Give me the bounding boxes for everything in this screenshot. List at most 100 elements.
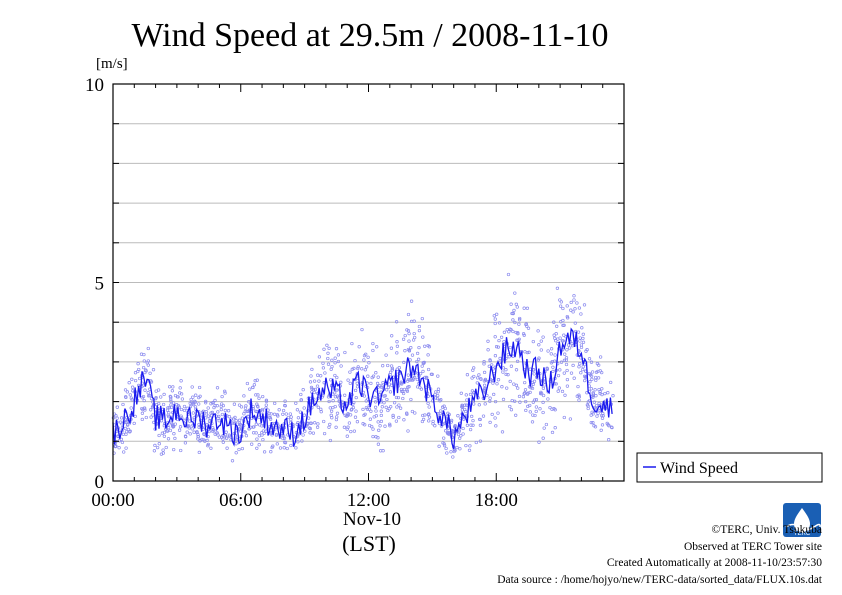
data-point (299, 392, 303, 397)
data-point (527, 350, 531, 354)
data-point (395, 340, 399, 344)
data-point (345, 427, 349, 431)
data-point (386, 363, 390, 368)
data-point (364, 352, 368, 356)
data-point (433, 392, 437, 397)
data-point (267, 415, 271, 419)
data-point (160, 431, 165, 435)
data-point (422, 361, 426, 366)
data-point (455, 445, 459, 450)
data-point (260, 407, 265, 412)
terc-logo: TERC (783, 503, 821, 537)
data-point (592, 424, 596, 428)
data-point (545, 367, 549, 371)
data-point (548, 405, 552, 410)
data-point (580, 326, 584, 330)
data-point (415, 385, 420, 389)
data-point (556, 337, 560, 341)
data-point (355, 381, 359, 385)
data-point (216, 410, 220, 414)
data-point (209, 446, 213, 450)
data-point (508, 345, 512, 350)
data-point (379, 409, 383, 413)
data-point (456, 432, 461, 437)
data-point (330, 364, 334, 369)
data-point (220, 435, 224, 439)
y-axis-label: [m/s] (96, 56, 128, 72)
data-point (312, 379, 317, 383)
data-point (458, 436, 462, 440)
data-point (504, 372, 508, 377)
data-point (327, 425, 331, 429)
data-point (225, 436, 229, 440)
data-point (184, 435, 188, 439)
data-point (302, 413, 306, 417)
data-point (501, 397, 506, 402)
data-point (119, 437, 124, 441)
data-point (346, 425, 350, 429)
data-point (537, 356, 541, 360)
data-point (170, 422, 174, 426)
data-point (603, 391, 607, 396)
x-tick-label: 18:00 (475, 490, 518, 511)
data-point (491, 381, 495, 385)
data-point (353, 388, 358, 393)
data-point (443, 406, 447, 411)
data-point (607, 438, 611, 442)
data-point (479, 377, 483, 381)
data-point (558, 304, 563, 308)
data-point (381, 380, 385, 385)
data-point (347, 421, 352, 425)
data-point (534, 398, 539, 402)
x-tick-label: 12:00 (347, 490, 390, 511)
data-point (162, 434, 167, 438)
data-point (167, 414, 171, 419)
data-point (131, 389, 135, 393)
data-point (594, 403, 599, 408)
data-point (121, 402, 125, 407)
data-point (407, 331, 411, 336)
data-point (374, 409, 378, 413)
data-point (333, 373, 337, 378)
data-point (543, 383, 547, 387)
data-point (296, 440, 300, 444)
data-point (146, 391, 150, 395)
data-point (431, 422, 435, 426)
axis-ticks (112, 83, 625, 482)
data-point (568, 417, 573, 421)
data-point (573, 321, 577, 325)
data-point (511, 329, 515, 334)
data-point (558, 298, 562, 302)
data-point (538, 407, 542, 411)
data-point (559, 360, 564, 364)
data-point (470, 414, 474, 419)
data-point (128, 393, 132, 397)
data-point (607, 424, 611, 428)
data-point (572, 298, 576, 302)
data-point (371, 434, 375, 439)
data-point (167, 385, 172, 389)
data-point (321, 361, 325, 365)
data-point (571, 310, 575, 314)
data-point (589, 360, 594, 364)
data-point (522, 306, 526, 310)
data-point (157, 433, 161, 438)
data-point (517, 318, 522, 322)
data-point (600, 387, 604, 391)
data-point (237, 418, 242, 422)
data-point (598, 391, 602, 396)
data-point (296, 421, 300, 425)
data-point (360, 327, 364, 332)
data-point (191, 403, 196, 407)
data-point (474, 440, 478, 445)
data-point (139, 352, 144, 356)
data-point (562, 371, 566, 375)
data-point (391, 415, 395, 419)
data-point (237, 421, 241, 425)
data-point (364, 365, 369, 369)
data-point (385, 397, 389, 402)
data-point (159, 395, 163, 399)
data-point (581, 332, 585, 336)
data-point (376, 375, 380, 379)
data-point (242, 412, 246, 416)
